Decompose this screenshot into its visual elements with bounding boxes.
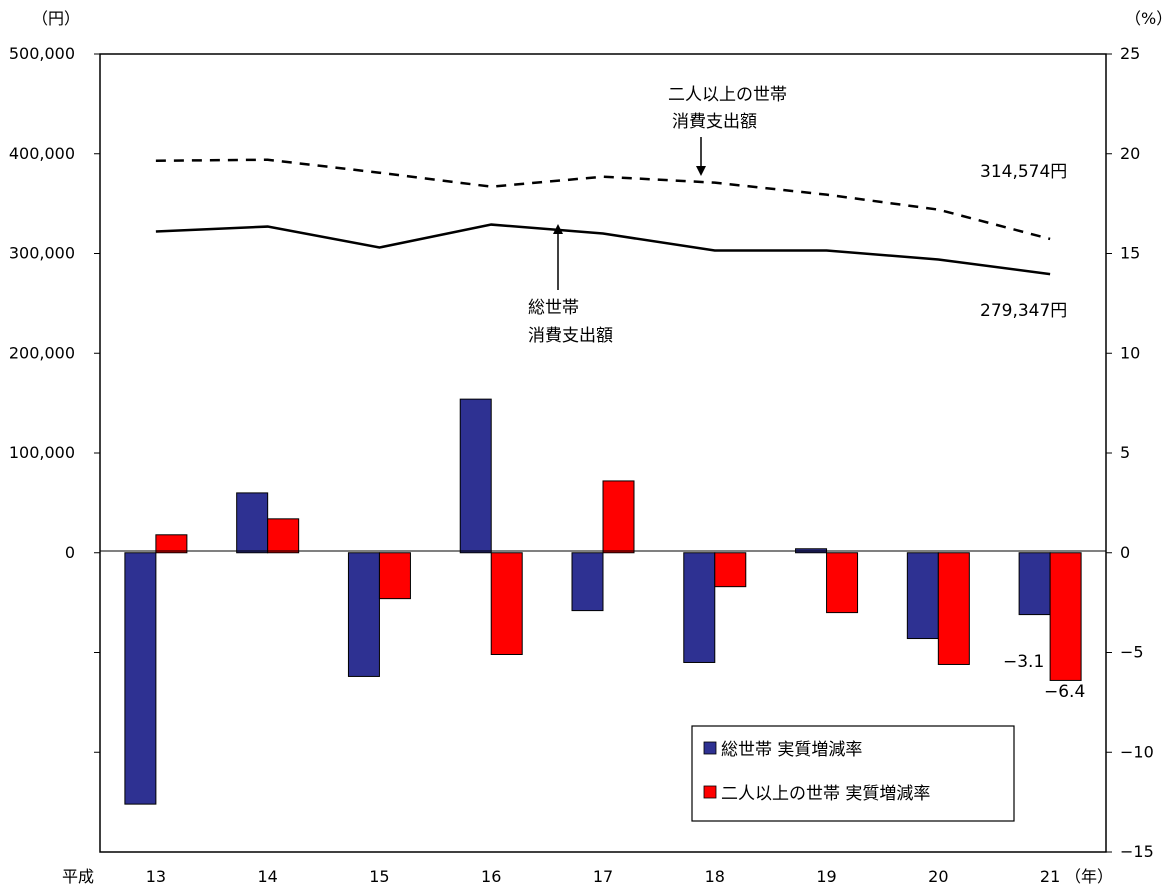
line-two-plus-spending (155, 158, 1051, 241)
x-axis-tick-label: 16 (481, 867, 501, 886)
legend-item-total: 総世帯 実質増減率 (721, 740, 862, 760)
bar-two-plus (378, 552, 411, 600)
legend-box (691, 725, 1015, 822)
solid-line-label-2: 消費支出額 (528, 326, 613, 346)
x-axis-tick-label: 17 (593, 867, 613, 886)
left-axis-tick-label: 100,000 (9, 443, 75, 462)
right-axis-tick-label: 25 (1120, 44, 1140, 63)
bar-total (1018, 552, 1051, 616)
dashed-line-label-1: 二人以上の世帯 (668, 85, 787, 105)
dashed-line-arrow-head (696, 166, 706, 176)
line-series-group (155, 158, 1051, 276)
dashed-end-value: 314,574円 (980, 162, 1067, 182)
right-axis-tick-label: 0 (1120, 543, 1130, 562)
right-axis-tick-label: −15 (1120, 842, 1154, 861)
x-axis-unit: （年） (1065, 867, 1113, 886)
solid-line-label-1: 総世帯 (528, 298, 579, 318)
x-axis-tick-label: 14 (257, 867, 277, 886)
bar-two-plus (490, 552, 523, 655)
left-axis-ticks: 0 100,000 200,000 300,000 400,000 500,000 (9, 44, 100, 753)
plot-area (99, 53, 1107, 853)
line-total-spending (155, 223, 1051, 276)
right-axis-tick-label: 5 (1120, 443, 1130, 462)
bar-total (236, 492, 269, 554)
bar-total (124, 552, 157, 805)
right-axis-tick-label: 15 (1120, 244, 1140, 263)
bar-two-plus (602, 480, 635, 554)
x-axis-labels: 13 14 15 16 17 18 19 20 21 (146, 867, 1061, 886)
bar-total (459, 398, 492, 554)
legend-swatch-two (703, 785, 717, 799)
left-axis-tick-label: 500,000 (9, 44, 75, 63)
bar-label-two-last: −6.4 (1044, 682, 1085, 702)
bar-total (683, 552, 716, 663)
right-axis-tick-label: −10 (1120, 742, 1154, 761)
right-axis-tick-label: 20 (1120, 144, 1140, 163)
solid-line-arrow-head (553, 224, 563, 234)
x-axis-tick-label: 18 (705, 867, 725, 886)
right-axis-tick-label: 10 (1120, 343, 1140, 362)
left-axis-tick-label: 300,000 (9, 244, 75, 263)
bar-two-plus (155, 534, 188, 554)
legend-swatch-total (703, 741, 717, 755)
x-axis-tick-label: 20 (928, 867, 948, 886)
left-axis-tick-label: 400,000 (9, 144, 75, 163)
x-axis-tick-label: 15 (369, 867, 389, 886)
solid-end-value: 279,347円 (980, 301, 1067, 321)
left-axis-unit: （円） (32, 9, 80, 28)
bar-two-plus (1049, 552, 1082, 681)
dashed-line-label-2: 消費支出額 (672, 112, 757, 132)
right-axis-ticks: −15 −10 −5 0 5 10 15 20 25 (1106, 44, 1154, 861)
legend: 総世帯 実質増減率 二人以上の世帯 実質増減率 (691, 725, 1015, 822)
bar-two-plus (714, 552, 747, 588)
bar-total (906, 552, 939, 640)
x-axis-tick-label: 13 (146, 867, 166, 886)
left-axis-tick-label: 200,000 (9, 343, 75, 362)
bar-total (571, 552, 604, 612)
bar-series-group (124, 398, 1082, 805)
bar-two-plus (826, 552, 859, 614)
bar-two-plus (937, 552, 970, 665)
right-axis-unit: （%） (1125, 9, 1172, 28)
x-axis-prefix: 平成 (62, 867, 94, 886)
bar-two-plus (267, 518, 300, 554)
bar-total (347, 552, 380, 677)
x-axis-tick-label: 21 (1040, 867, 1060, 886)
right-axis-tick-label: −5 (1120, 643, 1144, 662)
left-axis-tick-label: 0 (65, 543, 75, 562)
x-axis-tick-label: 19 (816, 867, 836, 886)
bar-label-total-last: −3.1 (1003, 652, 1044, 672)
legend-item-two: 二人以上の世帯 実質増減率 (721, 784, 930, 804)
